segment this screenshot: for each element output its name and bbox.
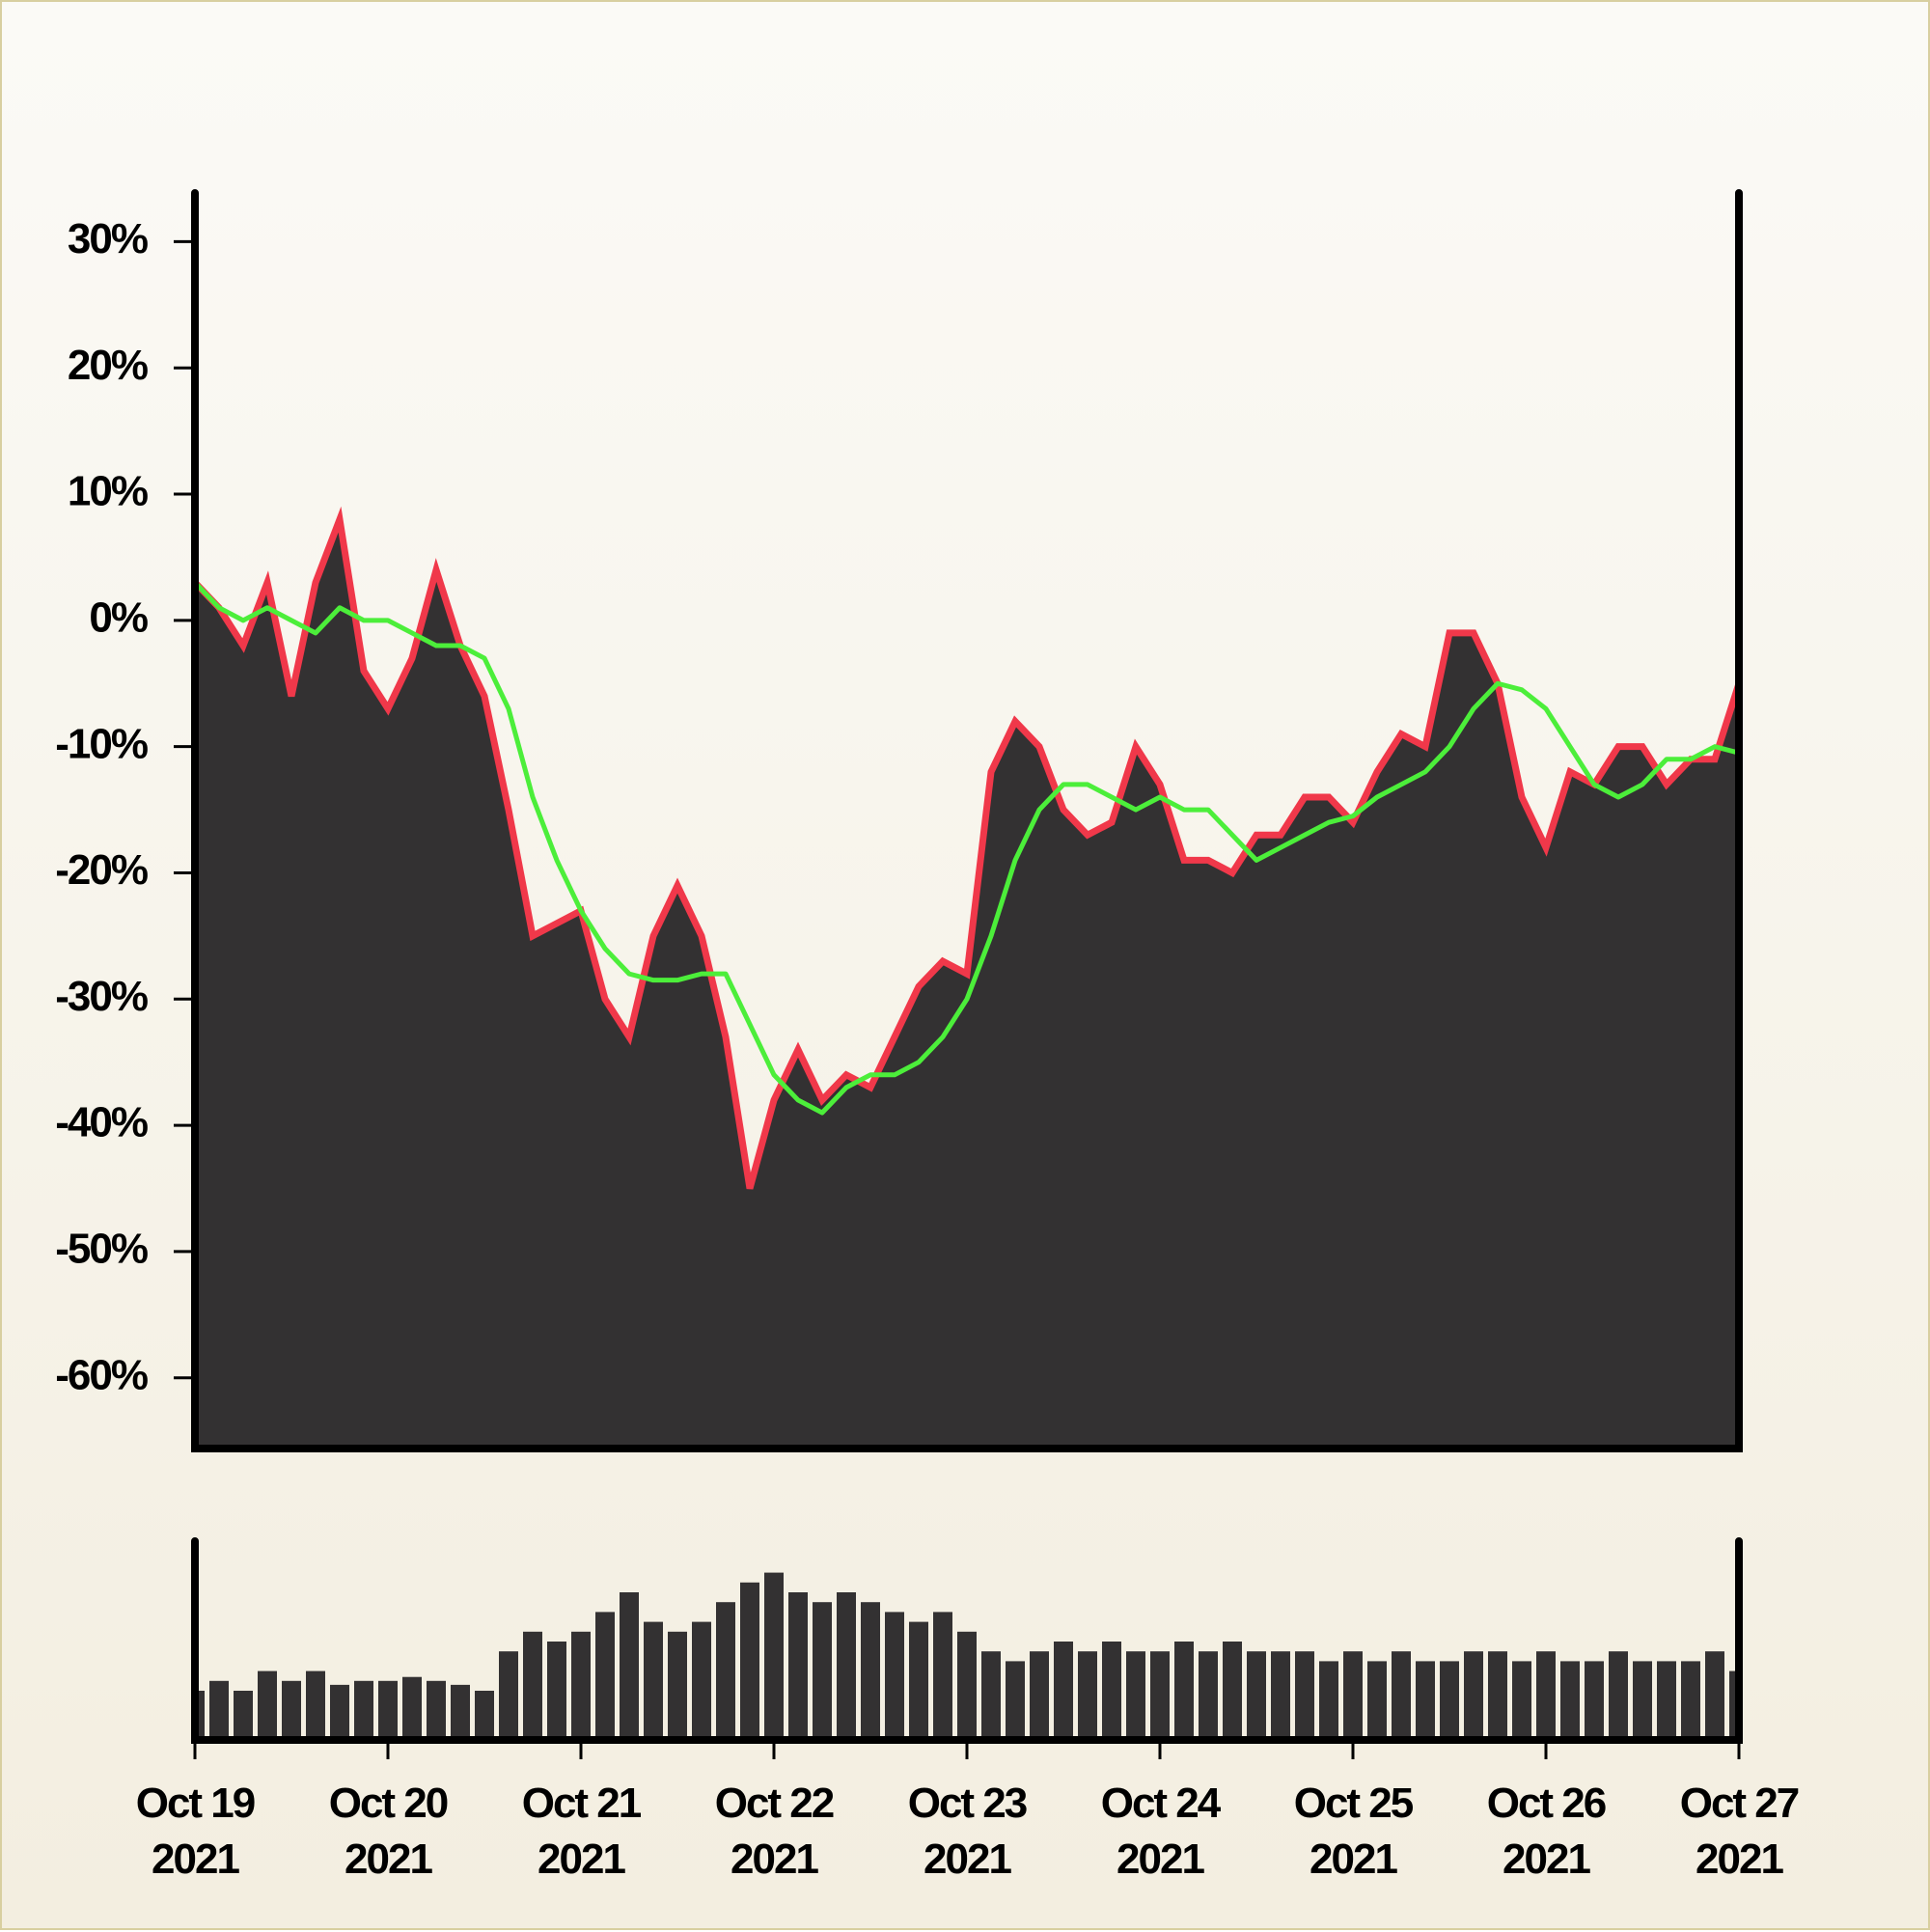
axis-frame (191, 1537, 1743, 1744)
volume-bar (1657, 1661, 1676, 1740)
volume-bar (1174, 1642, 1194, 1740)
x-tick-label: Oct 19 2021 (135, 1780, 257, 1883)
volume-bar (1512, 1661, 1531, 1740)
area-edge (192, 506, 1743, 1190)
volume-bar (475, 1691, 494, 1740)
y-tick-label: 10% (68, 468, 148, 515)
volume-bar (933, 1612, 952, 1740)
volume-bar (885, 1612, 904, 1740)
volume-bar (1199, 1651, 1218, 1740)
volume-bar (1560, 1661, 1580, 1740)
volume-bar (547, 1642, 566, 1740)
volume-bar (692, 1621, 711, 1740)
volume-bar (1319, 1661, 1338, 1740)
volume-bar (1585, 1661, 1604, 1740)
y-tick-label: 20% (68, 342, 148, 389)
volume-bar (451, 1684, 470, 1740)
volume-bar (282, 1680, 301, 1740)
volume-bar (1271, 1651, 1290, 1740)
x-tick-label: Oct 24 2021 (1100, 1780, 1222, 1883)
moving-average-line (193, 580, 1740, 1116)
volume-bar (740, 1582, 759, 1740)
volume-bar (1126, 1651, 1145, 1740)
volume-bar (1729, 1670, 1735, 1740)
volume-bar (378, 1680, 398, 1740)
y-tick-label: 0% (89, 593, 147, 641)
volume-bar (1464, 1651, 1483, 1740)
volume-bar (1102, 1642, 1121, 1740)
y-tick-label: -30% (55, 973, 148, 1020)
volume-bar (1633, 1661, 1652, 1740)
volume-bar (427, 1680, 446, 1740)
volume-bar (1343, 1651, 1363, 1740)
volume-bar (1536, 1651, 1556, 1740)
volume-bar (620, 1592, 639, 1740)
y-tick-label: -40% (55, 1099, 148, 1146)
volume-bar (1030, 1651, 1049, 1740)
y-tick-label: -50% (55, 1226, 148, 1273)
volume-bar (957, 1631, 977, 1740)
volume-bar (1295, 1651, 1314, 1740)
volume-bar (1054, 1642, 1073, 1740)
volume-bar (861, 1602, 880, 1740)
x-tick-label: Oct 26 2021 (1486, 1780, 1608, 1883)
volume-bar (306, 1670, 325, 1740)
volume-bar (354, 1680, 373, 1740)
volume-bar (330, 1684, 349, 1740)
volume-bar (499, 1651, 518, 1740)
volume-bar (1416, 1661, 1435, 1740)
volume-bar (258, 1670, 277, 1740)
y-tick-label: 30% (68, 215, 148, 262)
volume-bar (813, 1602, 832, 1740)
volume-bar (1681, 1661, 1700, 1740)
volume-bar (837, 1592, 856, 1740)
volume-bar (1247, 1651, 1266, 1740)
volume-bar (402, 1676, 422, 1740)
volume-bar (209, 1680, 229, 1740)
volume-bar (1078, 1651, 1097, 1740)
x-tick-label: Oct 27 2021 (1679, 1780, 1801, 1883)
volume-bar (764, 1572, 784, 1740)
volume-bar (234, 1691, 253, 1740)
volume-bar (199, 1691, 205, 1740)
volume-bar (1392, 1651, 1411, 1740)
volume-bar (668, 1631, 687, 1740)
volume-bar (1006, 1661, 1025, 1740)
volume-bar (788, 1592, 808, 1740)
x-tick-label: Oct 22 2021 (714, 1780, 836, 1883)
volume-bar (909, 1621, 928, 1740)
volume-bar (1367, 1661, 1387, 1740)
volume-bar (571, 1631, 591, 1740)
area-fill (195, 519, 1739, 1449)
volume-bar (1488, 1651, 1507, 1740)
x-tick-label: Oct 20 2021 (328, 1780, 450, 1883)
x-tick-label: Oct 25 2021 (1293, 1780, 1415, 1883)
volume-bar (1223, 1642, 1242, 1740)
volume-bar (523, 1631, 542, 1740)
y-tick-label: -20% (55, 846, 148, 894)
x-tick-label: Oct 23 2021 (907, 1780, 1029, 1883)
volume-bar (1150, 1651, 1170, 1740)
x-tick-label: Oct 21 2021 (521, 1780, 643, 1883)
volume-bar (1440, 1661, 1459, 1740)
volume-bar (595, 1612, 615, 1740)
volume-bar (1609, 1651, 1628, 1740)
volume-bar (716, 1602, 735, 1740)
volume-bar (981, 1651, 1001, 1740)
y-tick-label: -60% (55, 1351, 148, 1398)
axis-frame (191, 189, 1743, 1452)
volume-bar (1705, 1651, 1724, 1740)
volume-bar (644, 1621, 663, 1740)
y-tick-label: -10% (55, 720, 148, 767)
